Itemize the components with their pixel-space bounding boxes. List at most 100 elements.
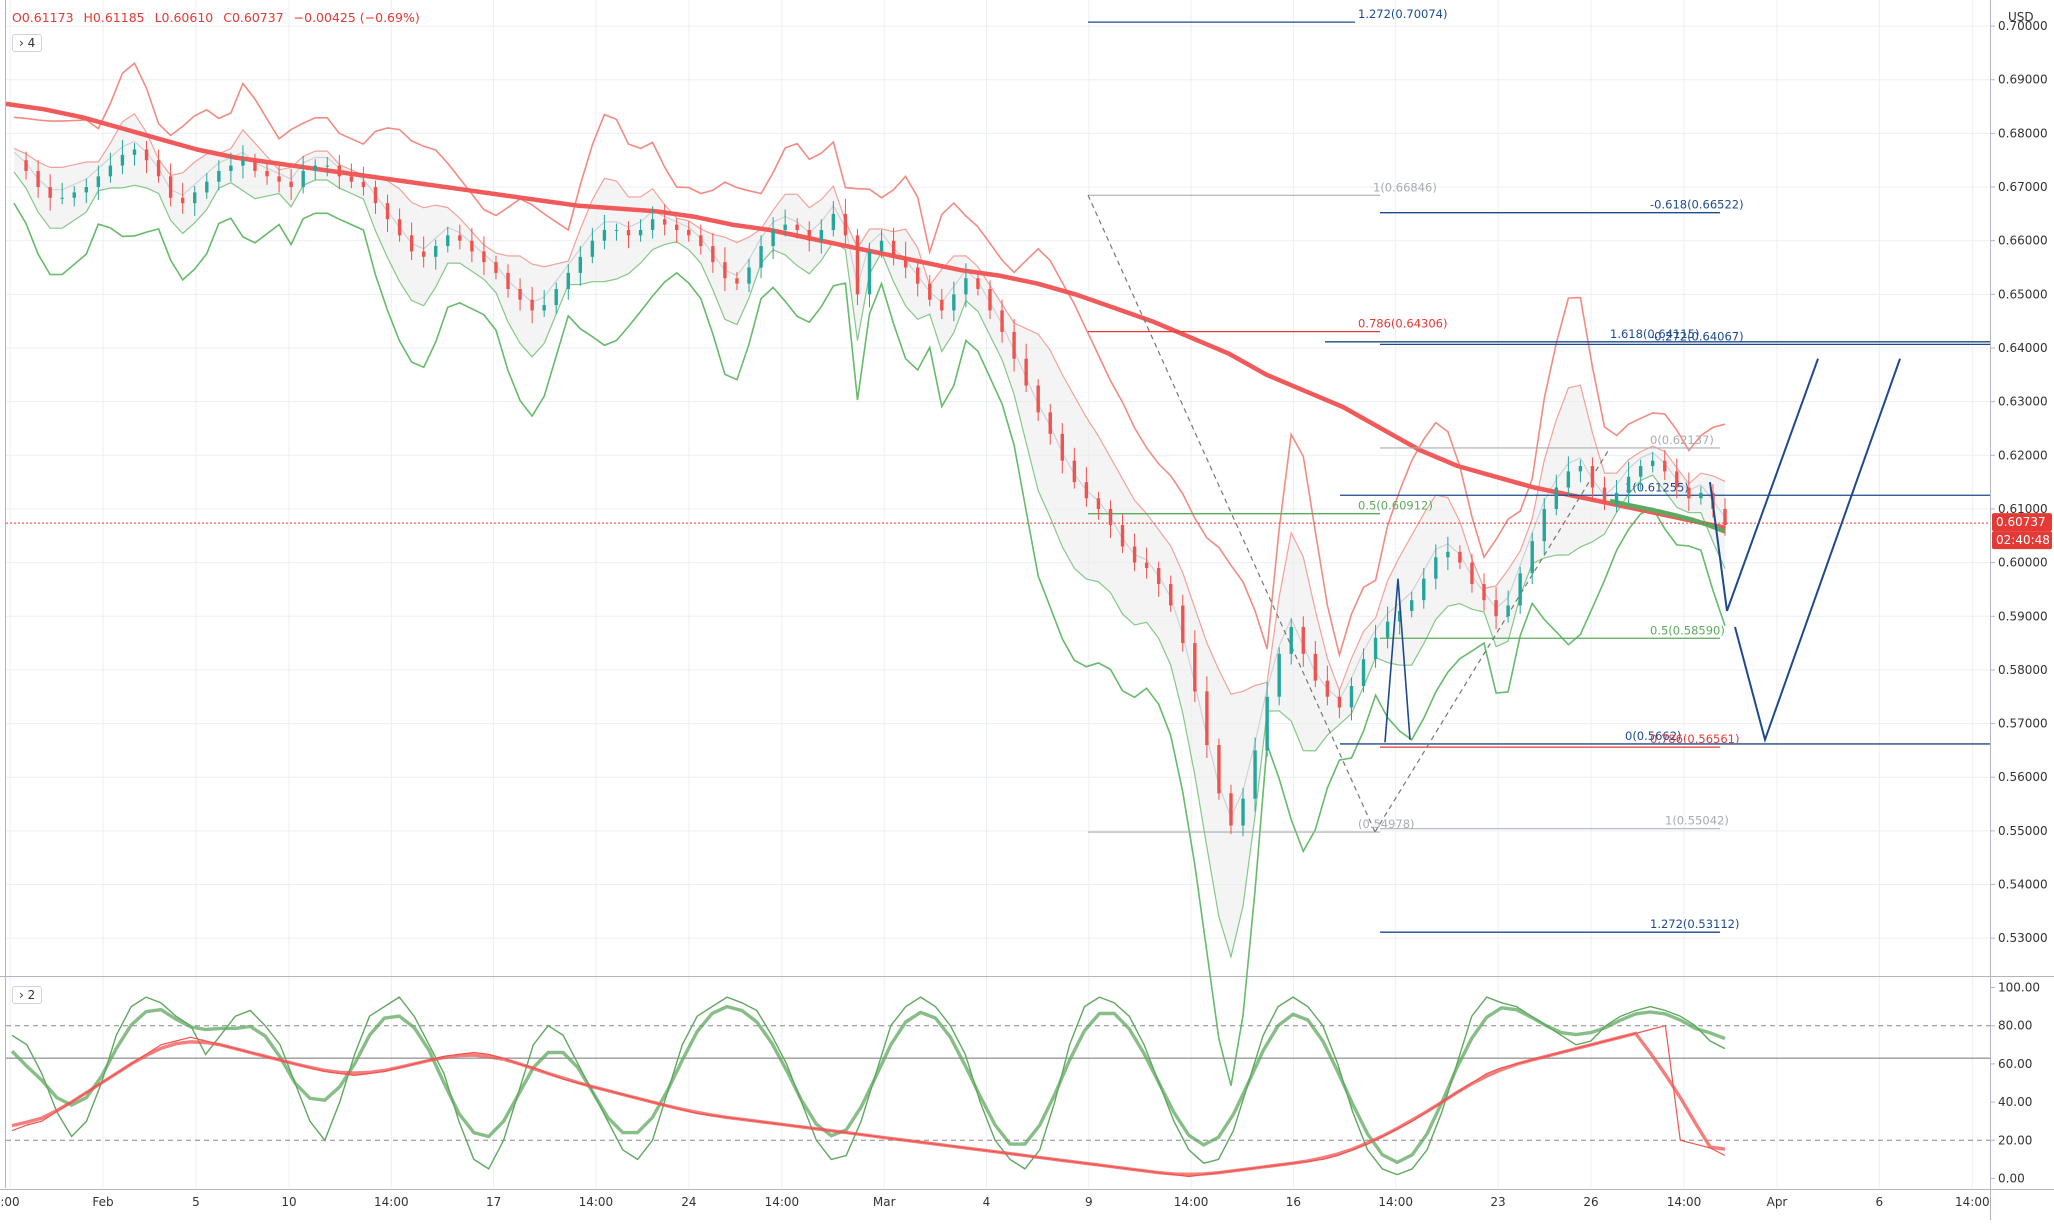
candle-body	[1518, 573, 1522, 606]
ohlc-close: C0.60737	[223, 10, 284, 25]
candle-body	[72, 192, 76, 198]
time-tick-label: Mar	[873, 1195, 896, 1209]
candle-body	[1000, 310, 1004, 332]
candle-body	[84, 187, 88, 193]
candle-body	[1144, 562, 1149, 568]
candle-body	[168, 176, 173, 198]
candle-body	[1181, 605, 1185, 644]
price-tick-label: 0.69000	[1998, 73, 2048, 87]
ohlc-change: −0.00425 (−0.69%)	[293, 10, 420, 25]
candle-body	[1494, 600, 1498, 617]
candle-body	[1024, 358, 1028, 386]
candle-body	[229, 165, 233, 171]
countdown-badge-bg	[1992, 531, 2052, 550]
osc-tick-label: 100.00	[1998, 981, 2040, 995]
osc-tick-label: 0.00	[1998, 1171, 2025, 1185]
candle-body	[952, 294, 956, 311]
candle-body	[1626, 476, 1631, 493]
candle-body	[1120, 525, 1125, 547]
candle-body	[566, 272, 570, 289]
price-tick-label: 0.53000	[1998, 931, 2048, 945]
time-tick-label: 24	[681, 1195, 696, 1209]
candle-body	[289, 181, 293, 188]
osc-pane-toggle[interactable]: › 2	[12, 986, 43, 1004]
time-tick-label: 14:00	[765, 1195, 800, 1209]
main-pane-count: 4	[27, 36, 36, 50]
candle-body	[470, 240, 474, 252]
candle-body	[1410, 600, 1414, 611]
fib-label: -0.618(0.66522)	[1650, 198, 1744, 212]
candle-body	[843, 213, 848, 236]
candle-body	[1217, 745, 1221, 794]
candle-body	[590, 240, 595, 257]
fib-label: 0.786(0.64306)	[1358, 317, 1447, 331]
price-badge: 0.60737 02:40:48	[1992, 513, 2052, 550]
candle-body	[1361, 659, 1366, 687]
price-badge-bg	[1992, 513, 2052, 532]
candle-body	[662, 219, 667, 225]
price-tick-label: 0.63000	[1998, 395, 2048, 409]
candle-body	[602, 229, 607, 241]
candle-body	[1156, 567, 1161, 585]
chevron-right-icon: ›	[19, 36, 24, 50]
candle-body	[1446, 551, 1450, 558]
candle-body	[96, 176, 101, 188]
main-pane-toggle[interactable]: › 4	[12, 34, 43, 52]
candle-body	[518, 288, 522, 300]
candle-body	[915, 267, 920, 284]
candle-body	[241, 160, 245, 166]
candle-body	[1675, 471, 1679, 488]
candle-body	[1434, 557, 1438, 579]
time-tick-label: 17	[486, 1195, 501, 1209]
candle-body	[783, 224, 787, 230]
candle-body	[1048, 412, 1052, 434]
candle-body	[1253, 750, 1257, 799]
candle-body	[735, 278, 739, 284]
candle-body	[205, 181, 209, 193]
projection-path-2	[1734, 358, 1901, 744]
price-axes: 0.53000 0.54000 0.55000 0.56000 0.57000 0.580…	[1990, 19, 2048, 1185]
fib-label: 0.786(0.56561)	[1650, 732, 1739, 746]
candle-body	[156, 160, 161, 177]
ohlc-low: L0.60610	[154, 10, 214, 25]
time-tick-label: 23	[1490, 1195, 1505, 1209]
osc-tick-label: 40.00	[1998, 1095, 2032, 1109]
time-tick-label: :00	[0, 1195, 19, 1209]
candle-body	[1096, 498, 1101, 509]
candle-body	[879, 240, 884, 252]
candle-body	[1337, 696, 1342, 708]
candle-body	[1313, 653, 1318, 681]
candlestick-series	[24, 139, 1727, 837]
candle-body	[1193, 643, 1197, 692]
candle-body	[903, 256, 908, 268]
candle-body	[1422, 578, 1426, 601]
time-tick-label: 14:00	[1174, 1195, 1209, 1209]
candle-body	[723, 262, 727, 279]
candle-body	[771, 229, 775, 247]
candle-body	[928, 283, 932, 300]
time-tick-label: 14:00	[1378, 1195, 1413, 1209]
candle-body	[1060, 433, 1064, 461]
fib-label: 0(0.5662)	[1625, 729, 1682, 743]
candle-body	[626, 229, 631, 236]
moving-average-lines	[5, 101, 1726, 534]
candle-body	[1699, 492, 1703, 499]
candle-body	[421, 251, 426, 257]
candle-body	[711, 246, 715, 263]
price-tick-label: 0.67000	[1998, 180, 2048, 194]
candle-body	[1554, 487, 1559, 509]
candle-body	[253, 160, 257, 171]
candle-body	[1723, 508, 1727, 526]
candle-body	[650, 219, 655, 230]
candle-body	[24, 160, 28, 171]
candle-body	[1687, 487, 1691, 499]
candle-body	[385, 203, 390, 220]
time-axis: :00 Feb 5 10 14:00 17 14:00 24 14:00 Mar 4 9 14:00 16…	[0, 1195, 1989, 1209]
candle-body	[1072, 460, 1077, 483]
price-tick-label: 0.61000	[1998, 502, 2048, 516]
upper-band-outer	[13, 61, 1726, 658]
fib-label: 0.5(0.60912)	[1358, 499, 1433, 513]
candle-body	[1289, 626, 1293, 654]
